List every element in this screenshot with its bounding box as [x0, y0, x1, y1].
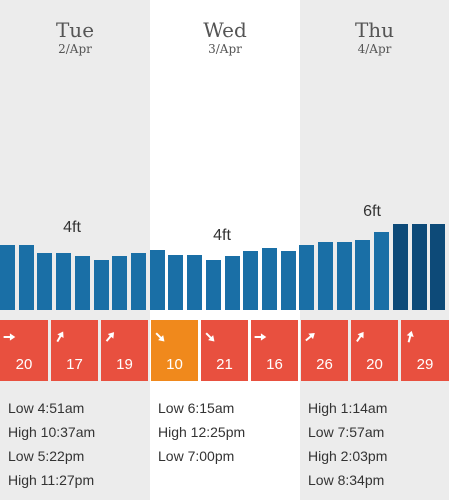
wind-speed: 26	[316, 356, 333, 373]
tide-entry: High 2:03pm	[308, 448, 388, 464]
day-date: 4/Apr	[357, 42, 392, 56]
swell-bar	[225, 256, 240, 310]
wind-arrow-icon	[356, 331, 364, 342]
swell-bar	[430, 224, 445, 310]
swell-bar	[412, 224, 427, 310]
wind-arrow-icon	[254, 333, 267, 341]
tide-list-wed: Low 6:15am High 12:25pm Low 7:00pm	[158, 396, 245, 468]
swell-bar	[56, 253, 71, 310]
swell-bar	[131, 253, 146, 310]
tide-entry: Low 7:57am	[308, 424, 385, 440]
wind-cell[interactable]: 19	[101, 320, 148, 381]
swell-bar	[0, 245, 15, 310]
swell-bar	[37, 253, 52, 310]
tide-entry: High 11:27pm	[8, 472, 95, 488]
tide-entry: Low 4:51am	[8, 400, 85, 416]
wind-speed: 21	[216, 356, 233, 373]
wave-height-label: 6ft	[363, 203, 381, 220]
day-header-wed: Wed 3/Apr	[150, 18, 300, 56]
day-date: 3/Apr	[208, 42, 242, 56]
day-header-thu: Thu 4/Apr	[300, 18, 449, 56]
swell-bar	[243, 251, 258, 310]
wind-speed: 29	[416, 356, 434, 373]
wind-cell[interactable]: 26	[301, 320, 348, 381]
wind-speed: 20	[366, 356, 383, 373]
swell-bar	[168, 255, 183, 310]
wind-speed: 16	[266, 356, 283, 373]
wind-arrow-icon	[305, 332, 315, 342]
swell-bar	[299, 245, 314, 310]
wave-height-label: 4ft	[213, 227, 231, 244]
day-name: Wed	[203, 18, 247, 42]
wind-speed: 10	[166, 356, 183, 373]
wind-cell[interactable]: 10	[151, 320, 198, 381]
swell-bar-chart	[0, 224, 445, 310]
tide-entry: High 10:37am	[8, 424, 96, 440]
swell-bar	[337, 242, 352, 310]
tide-list-thu: High 1:14am Low 7:57am High 2:03pm Low 8…	[308, 396, 387, 492]
swell-bar	[393, 224, 408, 310]
wind-cell[interactable]: 29	[401, 320, 449, 381]
swell-bar	[112, 256, 127, 310]
swell-bar	[281, 251, 296, 310]
day-header-tue: Tue 2/Apr	[0, 18, 150, 56]
swell-bar	[318, 242, 333, 310]
swell-bar	[94, 260, 109, 310]
wind-arrow-icon	[3, 333, 16, 341]
wind-cell[interactable]: 16	[251, 320, 298, 381]
swell-bar	[206, 260, 221, 310]
wind-arrow-icon	[56, 331, 64, 343]
wind-speed: 17	[66, 356, 83, 373]
wind-speed: 19	[116, 356, 133, 373]
wind-arrow-icon	[205, 332, 215, 342]
tide-entry: Low 6:15am	[158, 400, 235, 416]
swell-bar	[187, 255, 202, 310]
tide-entry: Low 8:34pm	[308, 472, 385, 488]
wind-cell[interactable]: 20	[351, 320, 398, 381]
wind-cell[interactable]: 20	[0, 320, 48, 381]
swell-bar	[75, 256, 90, 310]
swell-bar	[374, 232, 389, 310]
tide-entry: High 12:25pm	[158, 424, 246, 440]
tide-entry: Low 5:22pm	[8, 448, 85, 464]
day-name: Tue	[55, 18, 95, 42]
day-date: 2/Apr	[58, 42, 92, 56]
tide-entry: Low 7:00pm	[158, 448, 235, 464]
wind-cell[interactable]: 21	[201, 320, 248, 381]
wave-height-label: 4ft	[63, 219, 81, 236]
swell-bar	[150, 250, 165, 310]
swell-bar	[19, 245, 34, 310]
wind-arrow-icon	[155, 332, 165, 342]
tide-entry: High 1:14am	[308, 400, 388, 416]
wind-arrow-icon	[406, 330, 414, 343]
wind-cell[interactable]: 17	[51, 320, 98, 381]
tide-list-tue: Low 4:51am High 10:37am Low 5:22pm High …	[8, 396, 95, 492]
swell-bar	[355, 240, 370, 310]
wind-speed: 20	[15, 356, 33, 373]
wind-arrow-icon	[105, 332, 115, 342]
day-name: Thu	[354, 18, 395, 42]
swell-bar	[262, 248, 277, 310]
